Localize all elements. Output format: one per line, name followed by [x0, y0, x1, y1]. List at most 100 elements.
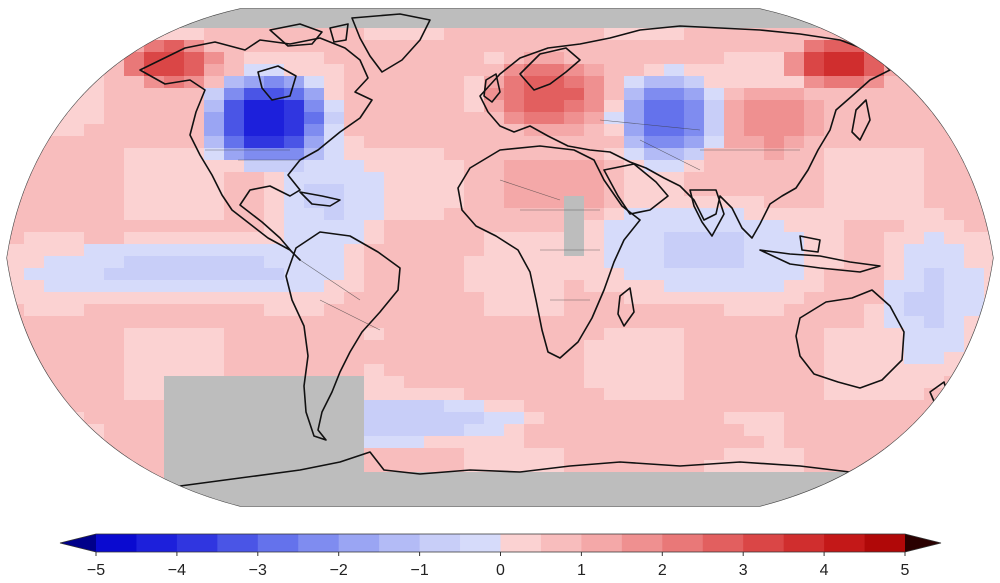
anomaly-cell: [724, 148, 745, 161]
anomaly-cell: [444, 328, 465, 341]
anomaly-cell: [284, 148, 305, 161]
anomaly-cell: [384, 16, 405, 29]
anomaly-cell: [84, 496, 105, 506]
anomaly-cell: [164, 424, 185, 437]
anomaly-cell: [744, 196, 765, 209]
anomaly-cell: [784, 64, 805, 77]
anomaly-cell: [844, 328, 865, 341]
anomaly-cell: [224, 448, 245, 461]
anomaly-cell: [124, 172, 145, 185]
anomaly-cell: [684, 76, 705, 89]
anomaly-cell: [264, 412, 285, 425]
anomaly-cell: [804, 388, 825, 401]
anomaly-cell: [324, 460, 345, 473]
anomaly-cell: [144, 496, 165, 506]
anomaly-cell: [864, 508, 885, 521]
colorbar-segment: [217, 534, 259, 552]
anomaly-cell: [424, 376, 445, 389]
anomaly-cell: [684, 232, 705, 245]
anomaly-cell: [444, 424, 465, 437]
anomaly-cell: [244, 424, 265, 437]
anomaly-cell: [724, 40, 745, 53]
anomaly-cell: [844, 196, 865, 209]
anomaly-cell: [804, 508, 825, 521]
anomaly-cell: [164, 472, 185, 485]
anomaly-cell: [444, 364, 465, 377]
anomaly-cell: [924, 508, 945, 521]
anomaly-cell: [64, 448, 85, 461]
anomaly-cell: [264, 9, 285, 17]
anomaly-cell: [544, 76, 565, 89]
anomaly-cell: [604, 220, 625, 233]
anomaly-cell: [444, 268, 465, 281]
anomaly-cell: [764, 292, 785, 305]
anomaly-cell: [964, 364, 985, 377]
anomaly-cell: [584, 172, 605, 185]
anomaly-cell: [24, 184, 45, 197]
anomaly-cell: [584, 196, 605, 209]
anomaly-cell: [24, 196, 45, 209]
anomaly-cell: [884, 460, 905, 473]
anomaly-cell: [264, 496, 285, 506]
anomaly-cell: [544, 496, 565, 506]
anomaly-cell: [644, 124, 665, 137]
anomaly-cell: [764, 64, 785, 77]
anomaly-cell: [764, 16, 785, 29]
anomaly-cell: [64, 496, 85, 506]
anomaly-cell: [704, 304, 725, 317]
anomaly-cell: [124, 124, 145, 137]
anomaly-cell: [264, 400, 285, 413]
anomaly-cell: [364, 256, 385, 269]
anomaly-cell: [424, 172, 445, 185]
anomaly-cell: [744, 472, 765, 485]
anomaly-cell: [124, 40, 145, 53]
anomaly-cell: [524, 328, 545, 341]
anomaly-cell: [104, 52, 125, 65]
anomaly-cell: [964, 484, 985, 497]
anomaly-cell: [84, 484, 105, 497]
anomaly-cell: [524, 436, 545, 449]
anomaly-cell: [864, 160, 885, 173]
anomaly-cell: [864, 220, 885, 233]
anomaly-cell: [424, 160, 445, 173]
anomaly-cell: [384, 484, 405, 497]
anomaly-cell: [24, 292, 45, 305]
anomaly-cell: [724, 448, 745, 461]
anomaly-cell: [7, 388, 25, 401]
anomaly-cell: [384, 9, 405, 17]
anomaly-cell: [844, 28, 865, 41]
anomaly-cell: [584, 256, 605, 269]
anomaly-cell: [864, 256, 885, 269]
anomaly-cell: [484, 304, 505, 317]
anomaly-cell: [104, 136, 125, 149]
anomaly-cell: [324, 100, 345, 113]
anomaly-cell: [24, 412, 45, 425]
anomaly-cell: [264, 100, 285, 113]
anomaly-cell: [544, 220, 565, 233]
anomaly-cell: [984, 364, 993, 377]
anomaly-cell: [84, 100, 105, 113]
anomaly-cell: [464, 448, 485, 461]
anomaly-cell: [204, 232, 225, 245]
anomaly-cell: [844, 436, 865, 449]
anomaly-cell: [84, 16, 105, 29]
anomaly-cell: [664, 9, 685, 17]
anomaly-cell: [7, 64, 25, 77]
anomaly-cell: [444, 112, 465, 125]
anomaly-cell: [464, 172, 485, 185]
anomaly-cell: [44, 376, 65, 389]
anomaly-cell: [144, 412, 165, 425]
anomaly-cell: [784, 436, 805, 449]
anomaly-cell: [964, 28, 985, 41]
anomaly-cell: [464, 124, 485, 137]
anomaly-cell: [624, 256, 645, 269]
anomaly-cell: [84, 148, 105, 161]
anomaly-cell: [224, 100, 245, 113]
anomaly-cell: [964, 76, 985, 89]
anomaly-cell: [664, 124, 685, 137]
anomaly-cell: [64, 472, 85, 485]
anomaly-cell: [544, 436, 565, 449]
anomaly-cell: [364, 328, 385, 341]
anomaly-cell: [84, 448, 105, 461]
anomaly-cell: [564, 328, 585, 341]
